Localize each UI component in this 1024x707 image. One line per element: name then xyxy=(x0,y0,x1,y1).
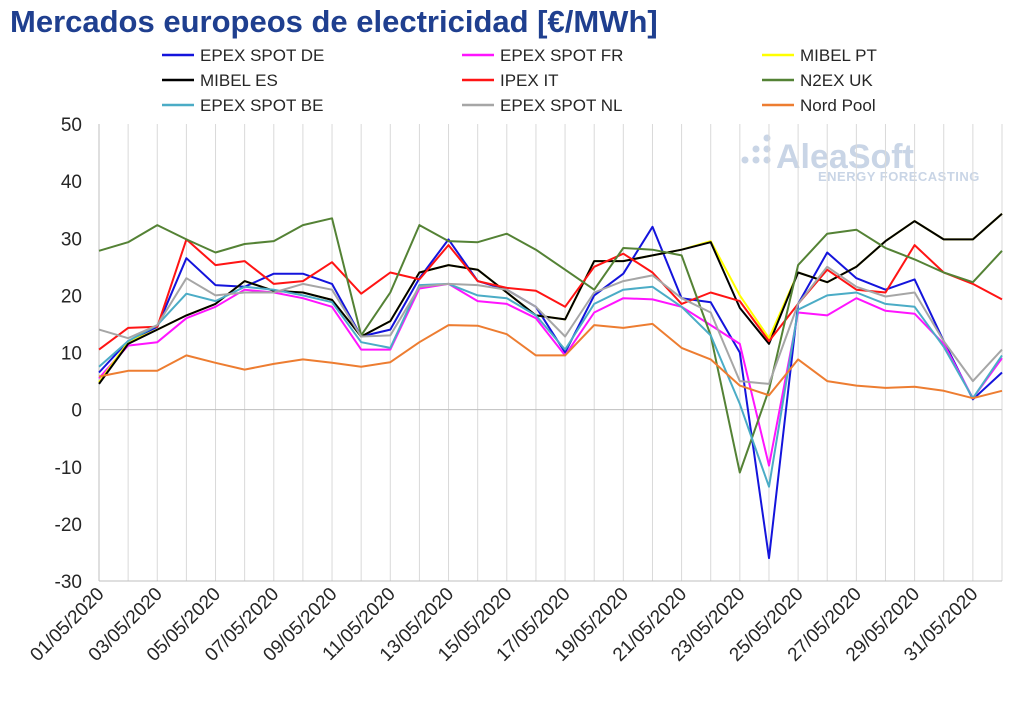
legend: EPEX SPOT DE EPEX SPOT FR MIBEL PT MIBEL ES… xyxy=(162,46,877,115)
y-axis-ticks: 50 40 30 20 10 0 -10 -20 -30 xyxy=(55,115,82,593)
y-tick-label: 10 xyxy=(61,344,82,365)
series-line-mibel-es xyxy=(98,212,1003,385)
chart-title: Mercados europeos de electricidad [€/MWh… xyxy=(10,4,658,39)
series-line-nord-pool xyxy=(98,322,1003,400)
x-axis-ticks: 01/05/202003/05/202005/05/202007/05/2020… xyxy=(26,584,982,666)
logo-subtext: ENERGY FORECASTING xyxy=(818,169,980,184)
legend-label: EPEX SPOT BE xyxy=(200,96,323,115)
aleasoft-logo: AleaSoft ENERGY FORECASTING xyxy=(741,134,980,184)
legend-label: IPEX IT xyxy=(500,71,559,90)
series-lines xyxy=(98,212,1003,560)
legend-label: Nord Pool xyxy=(800,96,876,115)
y-tick-label: -20 xyxy=(55,515,82,536)
logo-text: AleaSoft xyxy=(776,138,914,176)
axes xyxy=(98,124,1002,582)
legend-label: N2EX UK xyxy=(800,71,873,90)
y-tick-label: 50 xyxy=(61,115,82,136)
legend-label: EPEX SPOT DE xyxy=(200,46,324,65)
series-line-n2ex-uk xyxy=(98,217,1003,474)
legend-label: EPEX SPOT NL xyxy=(500,96,623,115)
series-line-epex-spot-nl xyxy=(98,265,1003,385)
grid-lines xyxy=(127,124,1003,581)
series-line-epex-spot-de xyxy=(98,225,1003,560)
series-line-ipex-it xyxy=(98,238,1003,351)
y-tick-label: 30 xyxy=(61,229,82,250)
y-tick-label: 0 xyxy=(71,401,82,422)
y-tick-label: 20 xyxy=(61,286,82,307)
y-tick-label: -10 xyxy=(55,458,82,479)
series-line-epex-spot-be xyxy=(98,282,1003,488)
legend-label: EPEX SPOT FR xyxy=(500,46,623,65)
legend-label: MIBEL ES xyxy=(200,71,278,90)
series-line-epex-spot-fr xyxy=(98,282,1003,467)
legend-label: MIBEL PT xyxy=(800,46,877,65)
y-tick-label: -30 xyxy=(55,572,82,593)
y-tick-label: 40 xyxy=(61,172,82,193)
